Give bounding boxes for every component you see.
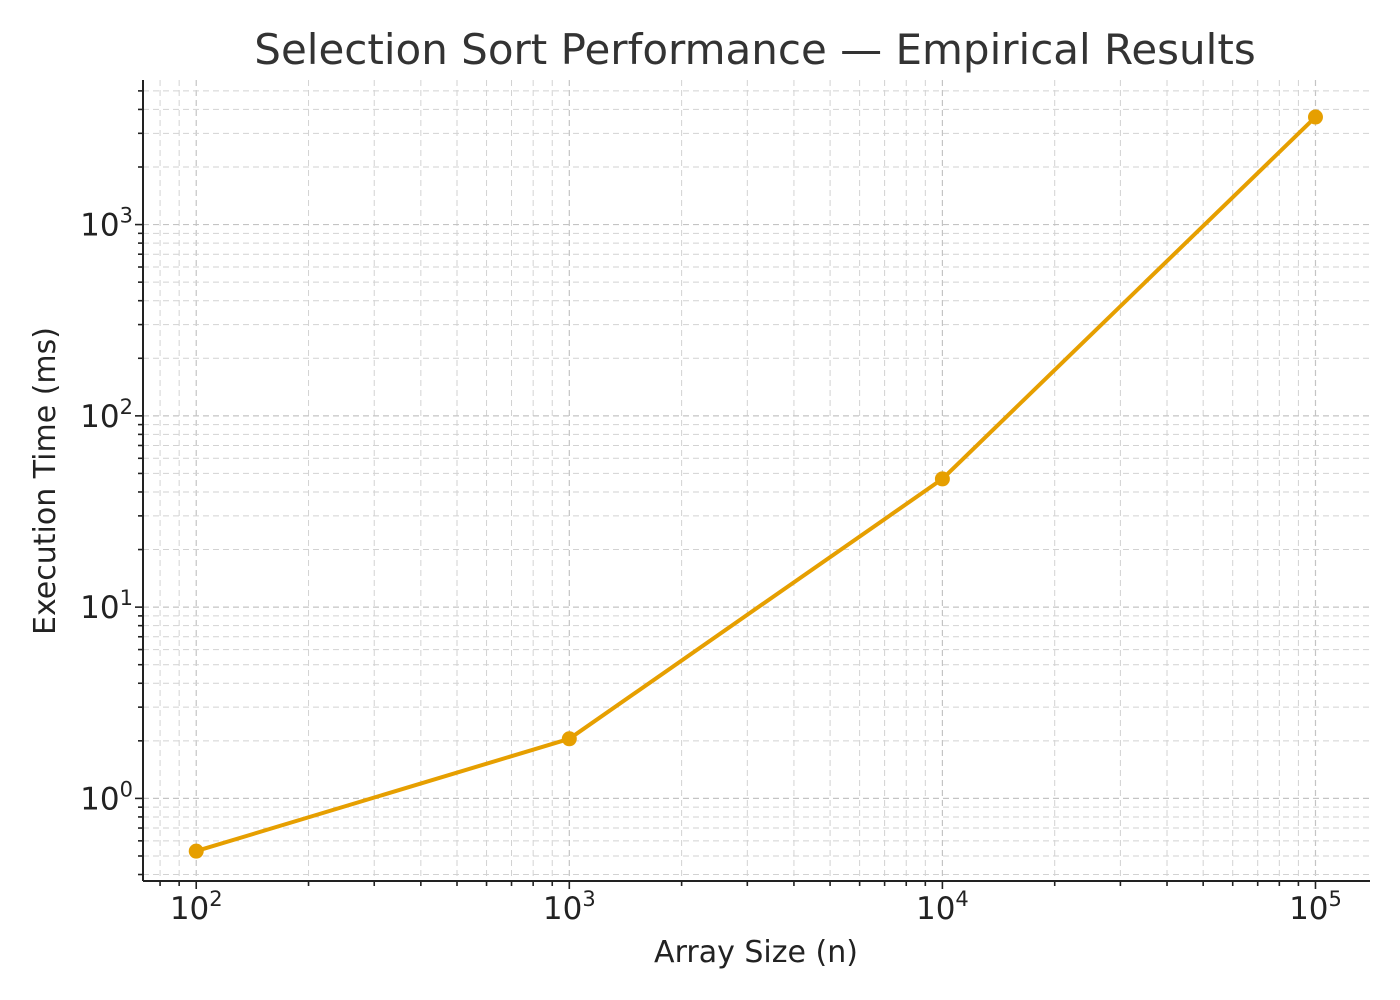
- x-tick-label: 102: [170, 887, 223, 927]
- y-tick-label: 102: [80, 395, 133, 435]
- y-tick-exponent: 0: [120, 777, 133, 801]
- x-tick-exponent: 2: [209, 887, 222, 911]
- grid: [143, 80, 1370, 881]
- y-tick-base: 10: [80, 781, 119, 817]
- y-tick-base: 10: [80, 590, 119, 626]
- axes: [142, 80, 1370, 882]
- x-tick-exponent: 4: [955, 887, 968, 911]
- y-tick-exponent: 1: [120, 586, 133, 610]
- y-tick-label: 100: [80, 777, 133, 817]
- series-line: [194, 115, 1318, 854]
- x-tick-base: 10: [916, 891, 955, 927]
- x-tick-base: 10: [170, 891, 209, 927]
- y-axis-label: Execution Time (ms): [28, 327, 63, 635]
- data-point: [188, 843, 204, 859]
- x-tick-label: 105: [1289, 887, 1342, 927]
- data-point: [934, 471, 950, 487]
- x-axis-label: Array Size (n): [654, 935, 858, 970]
- data-point: [1307, 109, 1323, 125]
- data-point: [561, 731, 577, 747]
- y-tick-base: 10: [80, 208, 119, 244]
- x-tick-label: 104: [916, 887, 969, 927]
- y-tick-label: 101: [80, 586, 133, 626]
- y-tick-exponent: 2: [120, 395, 133, 419]
- x-tick-base: 10: [543, 891, 582, 927]
- x-tick-exponent: 5: [1329, 887, 1342, 911]
- x-tick-exponent: 3: [582, 887, 595, 911]
- y-tick-exponent: 3: [120, 204, 133, 228]
- chart-title: Selection Sort Performance — Empirical R…: [254, 25, 1255, 74]
- y-tick-label: 103: [80, 204, 133, 244]
- x-tick-base: 10: [1289, 891, 1328, 927]
- y-tick-base: 10: [80, 399, 119, 435]
- series-layer: [188, 109, 1323, 859]
- x-tick-label: 103: [543, 887, 596, 927]
